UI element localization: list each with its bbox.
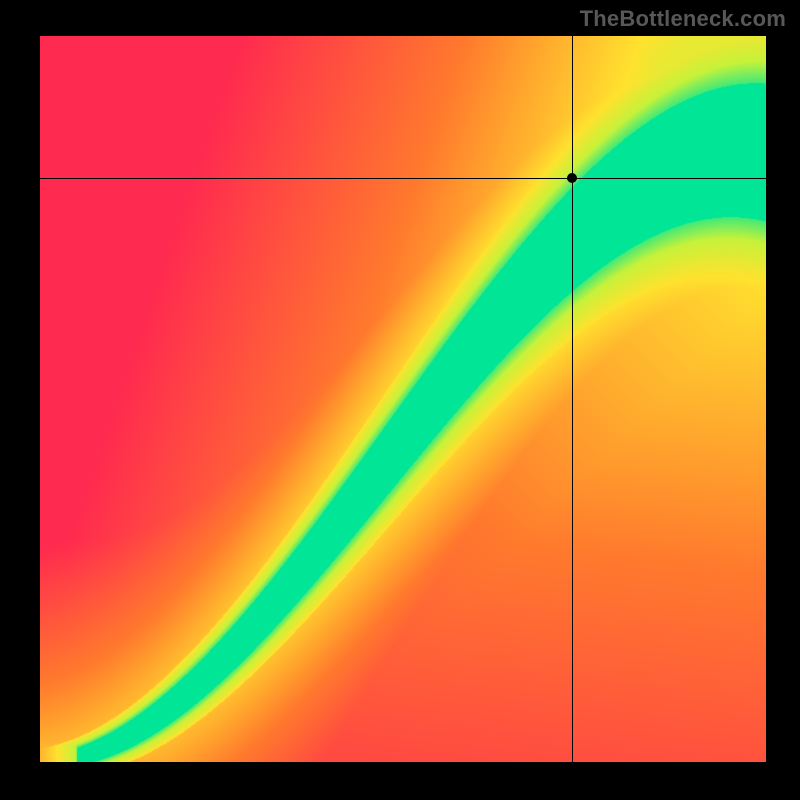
chart-container: TheBottleneck.com [0,0,800,800]
heatmap-canvas [40,36,766,762]
crosshair-horizontal [40,178,766,179]
watermark-text: TheBottleneck.com [580,6,786,32]
crosshair-marker [567,173,577,183]
heatmap-plot [40,36,766,762]
crosshair-vertical [572,36,573,762]
